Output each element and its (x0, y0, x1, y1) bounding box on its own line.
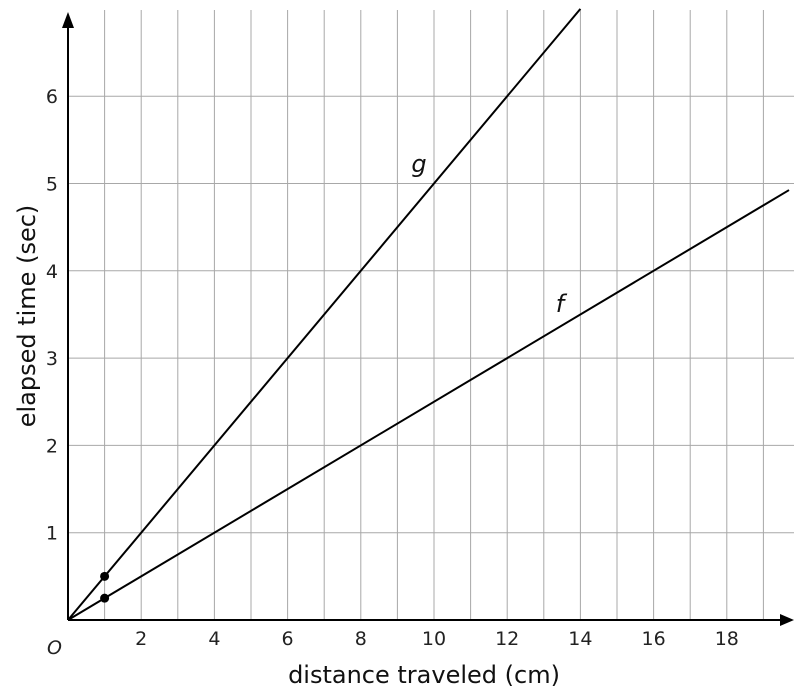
axes (62, 12, 794, 626)
x-axis-label: distance traveled (cm) (288, 661, 560, 686)
points-group (100, 571, 110, 603)
series-line-g (67, 8, 582, 621)
y-tick-label: 6 (46, 86, 58, 108)
data-point (100, 593, 110, 603)
x-tick-label: 18 (715, 628, 739, 650)
y-axis-arrowhead (62, 12, 74, 28)
origin-label: O (47, 637, 62, 659)
series-label-g: g (411, 150, 426, 178)
series-label-f: f (556, 290, 568, 318)
x-tick-label: 12 (495, 628, 519, 650)
series-line-f (67, 189, 790, 621)
y-tick-label: 2 (46, 435, 58, 457)
y-tick-label: 5 (46, 174, 58, 196)
x-tick-label: 14 (568, 628, 592, 650)
y-axis-label: elapsed time (sec) (13, 205, 41, 428)
x-tick-label: 10 (422, 628, 446, 650)
y-tick-label: 1 (46, 523, 58, 545)
y-tick-label: 4 (46, 261, 58, 283)
series-group (67, 8, 790, 621)
grid (68, 10, 794, 620)
x-tick-label: 6 (282, 628, 294, 650)
y-tick-label: 3 (46, 348, 58, 370)
x-tick-label: 16 (642, 628, 666, 650)
x-tick-label: 4 (208, 628, 220, 650)
x-axis-arrowhead (780, 614, 794, 626)
data-point (100, 571, 110, 581)
x-tick-label: 8 (355, 628, 367, 650)
x-tick-label: 2 (135, 628, 147, 650)
